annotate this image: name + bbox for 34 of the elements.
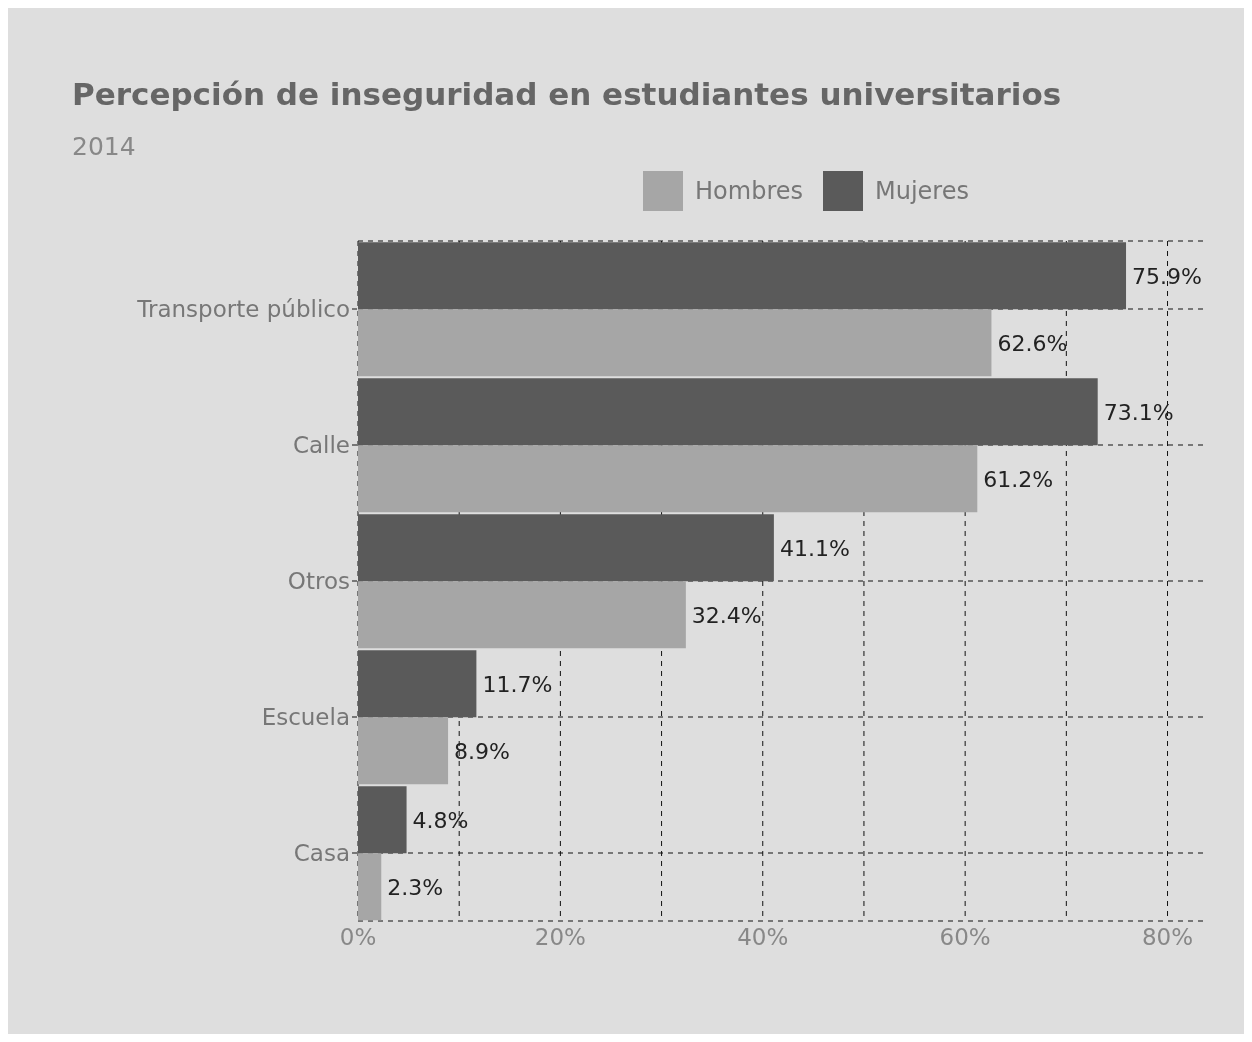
data-label: 8.9%: [454, 738, 510, 764]
data-label: 4.8%: [412, 807, 469, 833]
bar: [358, 650, 477, 718]
data-label: 32.4%: [691, 602, 762, 628]
data-label: 62.6%: [997, 330, 1068, 356]
y-tick-label: Calle: [292, 432, 350, 459]
x-tick-label: 60%: [939, 924, 991, 951]
data-label: 73.1%: [1103, 399, 1174, 425]
text: 2014: [72, 132, 137, 161]
data-label: 75.9%: [1132, 263, 1202, 289]
bar: [358, 378, 1098, 446]
bar: [358, 514, 774, 582]
bar: [358, 581, 686, 649]
bar: [358, 717, 449, 785]
y-tick-label: Otros: [287, 568, 350, 595]
y-tick-label: Transporte público: [136, 296, 350, 323]
bar: [358, 445, 978, 513]
bar: [358, 786, 407, 854]
legend-label: Hombres: [695, 177, 803, 205]
x-tick-label: 80%: [1141, 924, 1194, 951]
data-label: 2.3%: [387, 874, 444, 900]
data-label: 61.2%: [983, 466, 1054, 492]
x-tick-label: 20%: [534, 924, 586, 951]
x-tick-label: 0%: [339, 924, 377, 951]
bar: [358, 309, 992, 377]
chart-title: Percepción de inseguridad en estudiantes universitarios: [72, 76, 1063, 112]
bar: [358, 242, 1127, 310]
data-label: 11.7%: [482, 671, 553, 697]
y-tick-label: Escuela: [261, 704, 350, 731]
x-tick-label: 40%: [737, 924, 789, 951]
legend-label: Mujeres: [874, 177, 969, 205]
y-tick-label: Casa: [293, 840, 350, 867]
data-label: 41.1%: [779, 535, 850, 561]
bar: [358, 853, 382, 921]
